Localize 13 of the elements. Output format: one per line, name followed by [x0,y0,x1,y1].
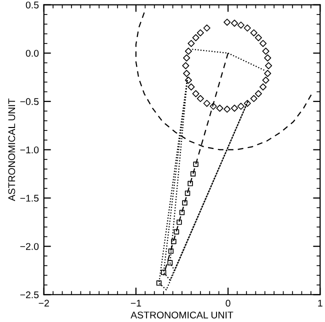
x-axis-title: ASTRONOMICAL UNIT [130,312,234,318]
y-tick-label: 0.0 [26,50,39,57]
y-tick-label: −2.0 [20,243,39,250]
y-tick-label: −2.5 [20,291,39,298]
x-tick-label: −2 [38,300,49,307]
x-tick-label: 1 [318,300,322,307]
x-tick-label: 0 [226,300,230,307]
x-tick-label: −1 [130,300,142,307]
y-tick-label: −1.0 [20,146,39,154]
y-tick-label: −0.5 [20,98,39,106]
y-tick-label: −1.5 [20,194,39,202]
y-axis-title: ASTRONOMICAL UNIT [8,98,16,202]
y-tick-label: 0.5 [26,2,39,8]
